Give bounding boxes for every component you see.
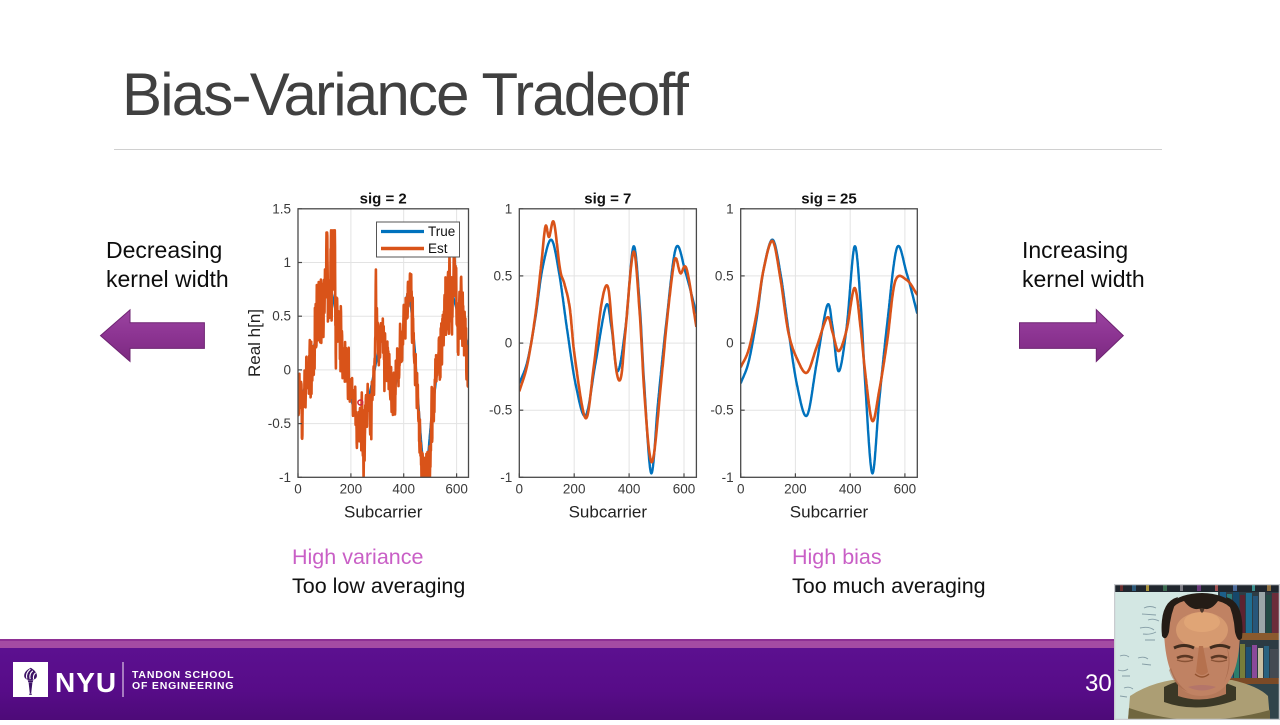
svg-text:1.5: 1.5: [272, 201, 291, 216]
svg-text:Subcarrier: Subcarrier: [790, 503, 869, 522]
svg-text:0: 0: [737, 481, 745, 496]
svg-text:600: 600: [445, 481, 468, 496]
svg-text:600: 600: [673, 481, 696, 496]
svg-text:0: 0: [283, 362, 291, 377]
svg-text:Real h[n]: Real h[n]: [245, 309, 264, 377]
svg-text:-1: -1: [500, 470, 512, 485]
svg-text:200: 200: [563, 481, 586, 496]
svg-text:-1: -1: [722, 470, 734, 485]
svg-text:400: 400: [618, 481, 641, 496]
svg-text:0: 0: [294, 481, 302, 496]
svg-text:Subcarrier: Subcarrier: [344, 503, 423, 522]
svg-text:-0.5: -0.5: [489, 403, 512, 418]
svg-text:1: 1: [505, 201, 513, 216]
svg-text:-0.5: -0.5: [710, 403, 733, 418]
svg-text:0.5: 0.5: [494, 268, 513, 283]
svg-text:sig = 25: sig = 25: [801, 191, 856, 208]
svg-text:0: 0: [516, 481, 524, 496]
svg-text:0: 0: [505, 336, 513, 351]
svg-text:0: 0: [726, 336, 734, 351]
svg-text:200: 200: [784, 481, 807, 496]
svg-text:1: 1: [283, 255, 291, 270]
svg-text:Subcarrier: Subcarrier: [569, 503, 648, 522]
svg-text:sig = 7: sig = 7: [584, 191, 631, 208]
svg-text:-0.5: -0.5: [268, 416, 291, 431]
svg-text:0.5: 0.5: [715, 268, 734, 283]
svg-text:sig = 2: sig = 2: [360, 191, 407, 208]
svg-text:1: 1: [726, 201, 734, 216]
svg-text:400: 400: [392, 481, 415, 496]
svg-text:True: True: [428, 224, 455, 239]
svg-text:Est: Est: [428, 241, 448, 256]
svg-text:-1: -1: [279, 470, 291, 485]
svg-text:0.5: 0.5: [272, 309, 291, 324]
svg-text:400: 400: [839, 481, 862, 496]
svg-text:600: 600: [894, 481, 917, 496]
svg-text:200: 200: [340, 481, 363, 496]
